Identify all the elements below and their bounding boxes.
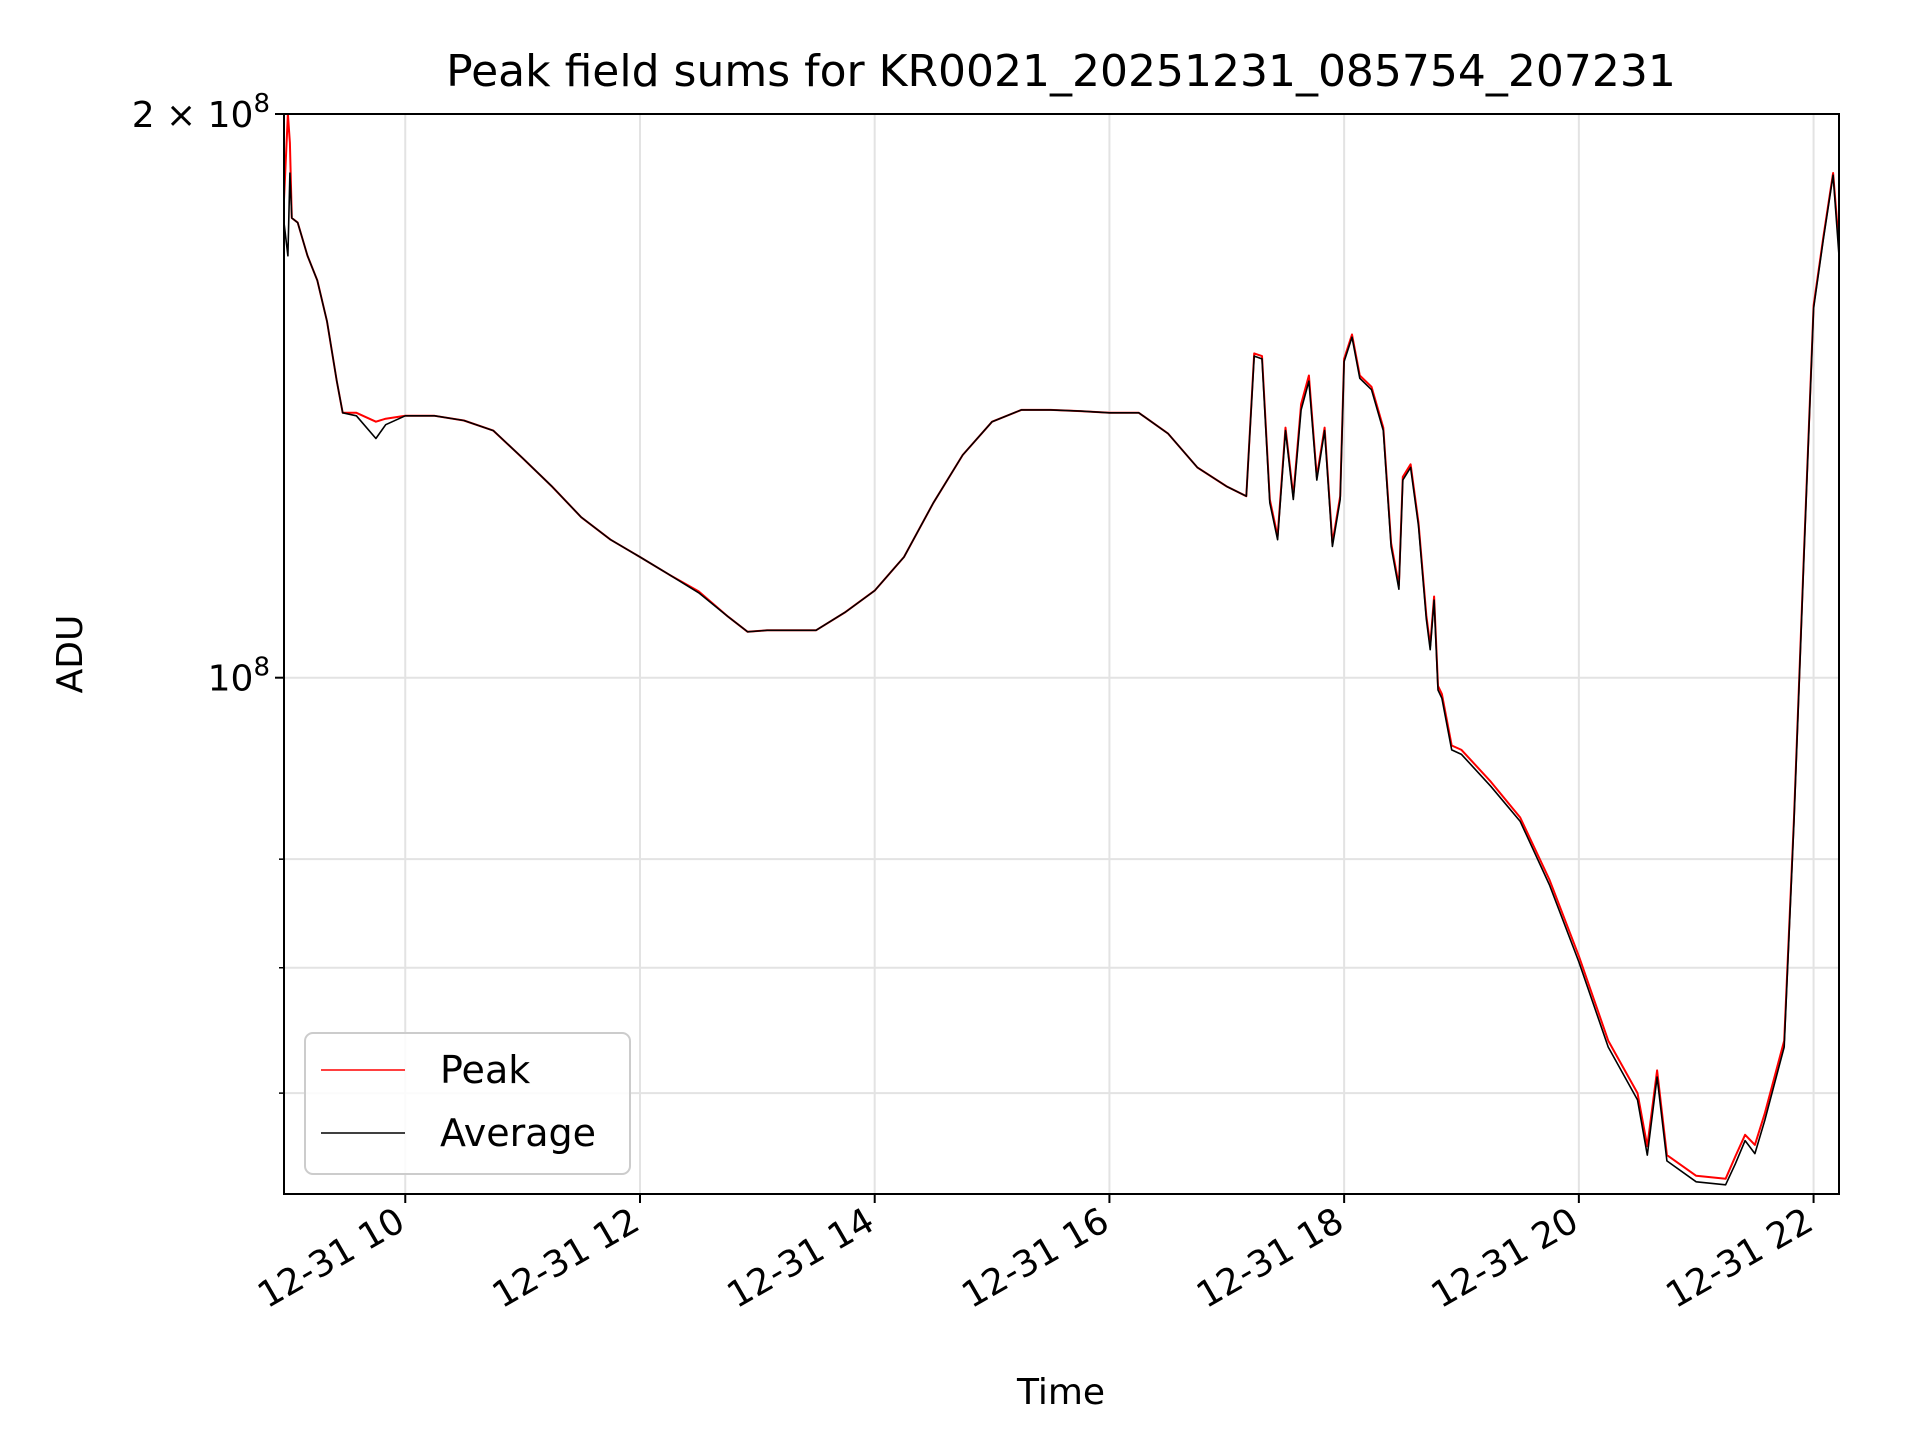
legend: Peak Average <box>304 1032 631 1175</box>
x-axis-label: Time <box>1016 1372 1105 1413</box>
y-axis-label: ADU <box>50 615 91 694</box>
y-tick-label: 108 <box>208 653 270 700</box>
series-line-average <box>283 172 1840 1186</box>
plot-area-frame <box>283 113 1840 1195</box>
legend-box <box>304 1032 631 1175</box>
series-layer <box>283 113 1840 1186</box>
chart-title: Peak field sums for KR0021_20251231_0857… <box>446 46 1676 97</box>
legend-label-average: Average <box>440 1111 596 1155</box>
y-tick-label: 2 × 108 <box>132 89 270 136</box>
legend-label-peak: Peak <box>440 1048 530 1092</box>
